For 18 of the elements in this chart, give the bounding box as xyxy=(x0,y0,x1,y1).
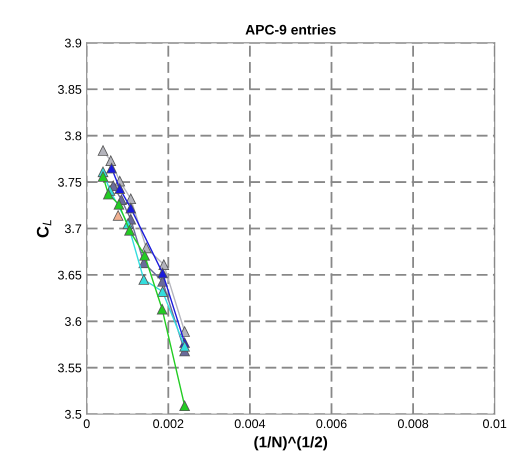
x-tick-label: 0.008 xyxy=(398,419,428,428)
x-tick-label: 0.004 xyxy=(234,419,266,428)
y-tick-label: 3.55 xyxy=(58,364,82,372)
x-axis-title: (1/N)^(1/2) xyxy=(254,436,328,450)
y-axis-title: C$_{L}$ xyxy=(36,220,52,238)
y-tick-label: 3.7 xyxy=(64,224,82,234)
chart-title: APC-9 entries xyxy=(246,24,336,35)
y-tick-label: 3.8 xyxy=(64,131,82,140)
y-tick-label: 3.9 xyxy=(64,38,82,48)
y-tick-label: 3.85 xyxy=(58,85,82,94)
x-tick-label: 0.01 xyxy=(483,419,506,428)
x-tick-label: 0 xyxy=(84,419,90,428)
y-tick-label: 3.75 xyxy=(58,178,82,187)
x-tick-label: 0.006 xyxy=(316,419,347,428)
y-tick-label: 3.65 xyxy=(58,270,82,280)
x-tick-label: 0.002 xyxy=(153,419,184,428)
y-tick-label: 3.6 xyxy=(64,317,82,326)
y-tick-label: 3.5 xyxy=(64,410,82,419)
